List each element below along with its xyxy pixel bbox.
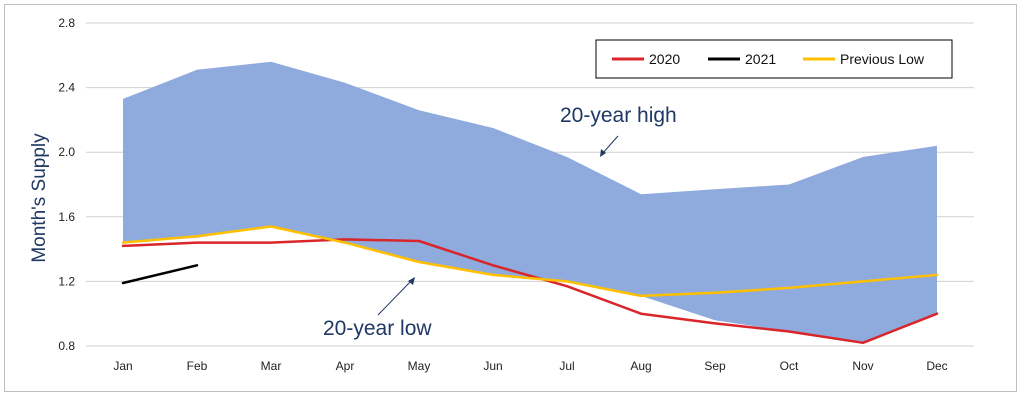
y-tick-label: 2.4 — [58, 81, 75, 95]
x-tick-label: Jul — [559, 359, 574, 373]
x-tick-label: Apr — [336, 359, 355, 373]
legend-label: Previous Low — [840, 51, 925, 67]
annotation-high-arrowhead — [600, 149, 606, 157]
series-line-2020 — [121, 238, 939, 345]
annotation-low: 20-year low — [323, 277, 432, 340]
x-tick-label: May — [408, 359, 431, 373]
x-tick-label: Jun — [483, 359, 502, 373]
y-tick-label: 1.2 — [58, 274, 75, 288]
y-tick-label: 2.0 — [58, 145, 75, 159]
x-tick-label: Nov — [852, 359, 873, 373]
x-tick-label: Jan — [113, 359, 132, 373]
y-tick-label: 2.8 — [58, 16, 75, 30]
x-tick-label: Dec — [926, 359, 947, 373]
series-line-previous-low — [121, 225, 939, 298]
y-axis-ticks: 0.8 1.2 1.6 2.0 2.4 2.8 — [58, 16, 75, 353]
annotation-low-arrow — [377, 279, 413, 316]
annotation-low-text: 20-year low — [323, 317, 432, 340]
x-tick-label: Mar — [261, 359, 282, 373]
x-tick-label: Oct — [780, 359, 799, 373]
legend: 2020 2021 Previous Low — [595, 39, 953, 79]
legend-box — [595, 39, 953, 79]
y-axis-label: Month's Supply — [29, 133, 50, 263]
twenty-year-band — [123, 61, 937, 343]
annotation-high: 20-year high — [560, 104, 677, 157]
x-tick-label: Sep — [704, 359, 726, 373]
annotation-high-text: 20-year high — [560, 104, 677, 127]
annotation-low-arrowhead — [408, 277, 415, 285]
legend-label: 2021 — [745, 51, 776, 67]
x-tick-label: Aug — [630, 359, 651, 373]
x-tick-label: Feb — [187, 359, 208, 373]
x-axis-ticks: Jan Feb Mar Apr May Jun Jul Aug Sep Oct Nov Dec — [113, 359, 947, 373]
y-tick-label: 0.8 — [58, 339, 75, 353]
y-tick-label: 1.6 — [58, 210, 75, 224]
series-line-2021 — [121, 264, 199, 285]
legend-label: 2020 — [649, 51, 680, 67]
annotation-high-arrow — [601, 135, 619, 155]
series-lines — [121, 225, 939, 345]
